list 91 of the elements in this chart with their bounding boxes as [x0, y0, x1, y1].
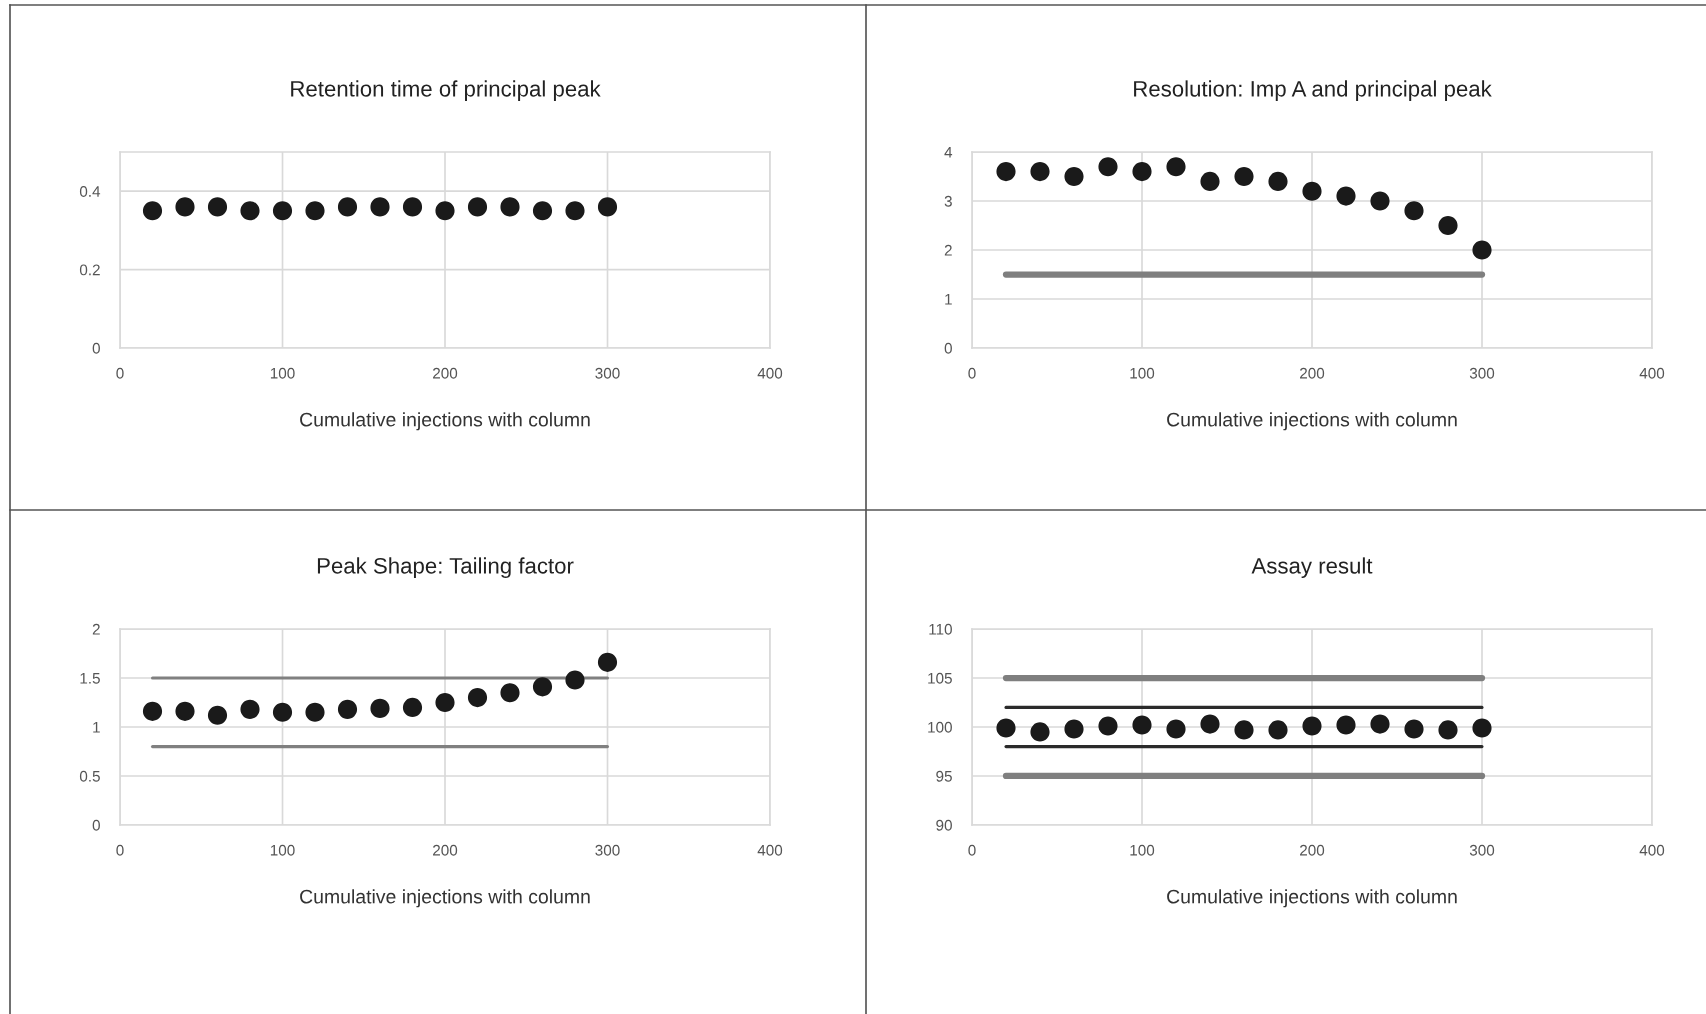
- y-tick-label: 3: [944, 195, 952, 207]
- point: [435, 692, 455, 713]
- y-tick-label: 0: [92, 819, 100, 831]
- x-tick-label: 400: [1639, 844, 1665, 856]
- point: [996, 718, 1016, 738]
- point: [1404, 719, 1424, 739]
- point: [996, 162, 1016, 182]
- point: [370, 698, 390, 718]
- point: [402, 697, 423, 717]
- point: [142, 701, 163, 721]
- x-tick-label: 200: [1300, 844, 1325, 856]
- point: [337, 699, 358, 719]
- point: [1064, 166, 1084, 187]
- x-axis-title: Cumulative injections with column: [300, 889, 590, 908]
- point: [1166, 719, 1186, 739]
- point: [597, 652, 618, 672]
- y-tick-label: 1.5: [80, 673, 100, 684]
- x-axis-title: Cumulative injections with column: [1167, 412, 1457, 431]
- x-tick-label: 300: [1469, 367, 1495, 379]
- point: [1438, 215, 1458, 236]
- x-tick-label: 200: [433, 367, 458, 379]
- x-tick-label: 400: [1639, 367, 1665, 379]
- x-tick-label: 200: [433, 844, 458, 856]
- point: [1098, 157, 1118, 177]
- chart-title: Assay result: [1251, 557, 1373, 579]
- x-axis-title: Cumulative injections with column: [300, 412, 590, 431]
- point: [1472, 718, 1492, 738]
- point: [1098, 716, 1118, 736]
- y-tick-label: 90: [936, 819, 952, 831]
- y-tick-label: 1: [93, 722, 100, 733]
- y-tick-label: 0: [92, 342, 100, 354]
- y-tick-label: 2: [944, 244, 952, 256]
- point: [532, 677, 553, 697]
- y-tick-label: 0.5: [79, 770, 100, 782]
- y-tick-label: 0.2: [79, 264, 100, 276]
- point: [1438, 720, 1458, 740]
- point: [305, 702, 325, 722]
- point: [1336, 186, 1356, 206]
- y-tick-label: 4: [944, 147, 953, 158]
- y-tick-label: 1: [945, 294, 952, 305]
- point: [1166, 157, 1186, 177]
- point: [1030, 722, 1050, 742]
- y-tick-label: 0: [944, 342, 952, 354]
- x-tick-label: 0: [116, 844, 124, 856]
- x-tick-label: 100: [270, 367, 295, 379]
- point: [240, 699, 260, 719]
- point: [565, 670, 585, 690]
- x-tick-label: 400: [757, 844, 783, 856]
- point: [1064, 719, 1084, 739]
- point: [1268, 171, 1288, 191]
- x-tick-label: 0: [968, 844, 976, 856]
- chart-title: Peak Shape: Tailing factor: [317, 557, 574, 579]
- chart-title: Resolution: Imp A and principal peak: [1134, 80, 1492, 102]
- point: [1302, 716, 1322, 736]
- x-tick-label: 400: [757, 367, 783, 379]
- y-tick-label: 100: [928, 721, 952, 733]
- point: [1234, 166, 1254, 187]
- point: [1370, 191, 1390, 211]
- point: [1472, 240, 1492, 260]
- x-tick-label: 100: [1130, 367, 1155, 379]
- point: [272, 702, 293, 722]
- y-tick-label: 95: [936, 770, 952, 782]
- y-tick-label: 2: [92, 623, 100, 635]
- x-tick-label: 100: [1130, 844, 1155, 856]
- point: [1370, 714, 1390, 734]
- x-tick-label: 300: [1469, 844, 1495, 856]
- x-tick-label: 300: [595, 367, 620, 379]
- y-tick-label: 0.4: [79, 186, 101, 197]
- point: [467, 688, 488, 708]
- point: [1234, 720, 1254, 740]
- x-axis-title: Cumulative injections with column: [1167, 889, 1457, 908]
- point: [1132, 162, 1152, 182]
- x-tick-label: 200: [1300, 367, 1325, 379]
- x-tick-label: 0: [116, 367, 124, 379]
- point: [1030, 162, 1050, 182]
- y-tick-label: 110: [929, 623, 952, 635]
- point: [500, 683, 520, 703]
- x-tick-label: 100: [270, 844, 295, 856]
- point: [1336, 715, 1356, 735]
- point: [1132, 715, 1152, 735]
- chart-title: Retention time of principal peak: [291, 80, 601, 102]
- point: [207, 705, 228, 725]
- point: [1404, 201, 1424, 221]
- point: [1302, 181, 1322, 201]
- point: [1200, 714, 1220, 734]
- x-tick-label: 300: [595, 844, 620, 856]
- point: [1200, 171, 1220, 191]
- x-tick-label: 0: [968, 367, 976, 379]
- y-tick-label: 105: [928, 672, 952, 684]
- point: [175, 701, 195, 721]
- point: [1268, 720, 1288, 740]
